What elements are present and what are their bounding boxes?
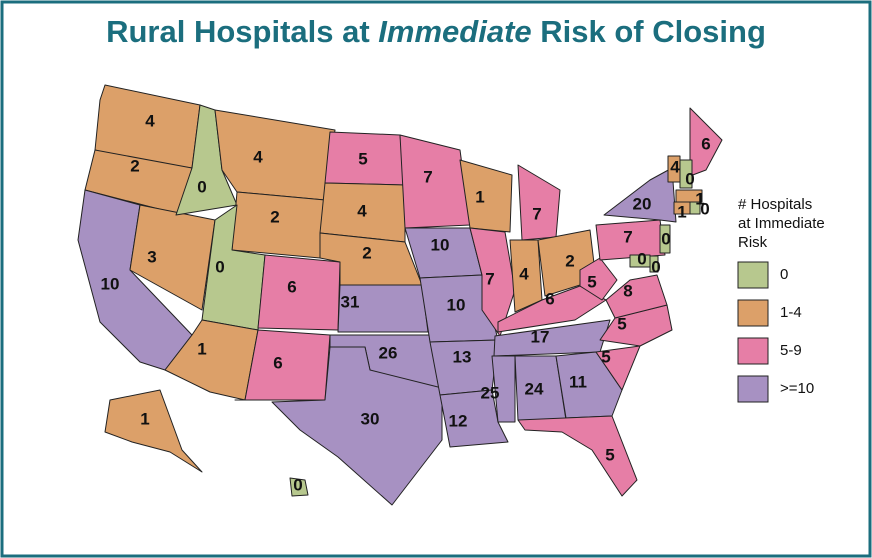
- legend-title: Risk: [738, 234, 768, 251]
- region-value: 1: [475, 187, 484, 206]
- region: [257, 254, 341, 331]
- title: Rural Hospitals at Immediate Risk of Clo…: [106, 14, 766, 49]
- legend: # Hospitals at Immediate Risk 0 1-4 5-9 >=10: [737, 196, 825, 403]
- region-value: 17: [531, 327, 550, 346]
- region-value: 1: [695, 189, 704, 208]
- legend-swatch: [737, 299, 769, 327]
- region-value: 10: [101, 274, 120, 293]
- legend-title: at Immediate: [738, 215, 825, 232]
- region-value: 8: [623, 281, 632, 300]
- region-value: 6: [545, 289, 554, 308]
- region: [234, 329, 331, 401]
- region-value: 0: [661, 229, 670, 248]
- region: [629, 254, 651, 268]
- legend-label: 5-9: [780, 342, 802, 359]
- region: [104, 389, 203, 473]
- region-value: 0: [637, 249, 646, 268]
- region-value: 7: [423, 167, 432, 186]
- region-value: 0: [215, 257, 224, 276]
- region-value: 24: [525, 379, 544, 398]
- region-value: 7: [623, 227, 632, 246]
- region-value: 5: [617, 314, 626, 333]
- region-value: 4: [145, 111, 155, 130]
- title-part: Immediate: [378, 14, 531, 49]
- legend-label: 0: [780, 266, 788, 283]
- region-value: 10: [447, 295, 466, 314]
- region-value: 5: [605, 445, 614, 464]
- title-part: Risk of Closing: [532, 14, 766, 49]
- region-value: 13: [453, 347, 472, 366]
- region-value: 5: [587, 272, 596, 291]
- region-value: 5: [601, 347, 610, 366]
- region-value: 4: [357, 201, 367, 220]
- region-value: 6: [287, 277, 296, 296]
- legend-swatch: [737, 337, 769, 365]
- region: [289, 477, 309, 497]
- region-value: 0: [651, 257, 660, 276]
- region-value: 6: [273, 353, 282, 372]
- region-value: 0: [293, 475, 302, 494]
- region: [439, 389, 509, 448]
- region-value: 6: [701, 134, 710, 153]
- region: [603, 167, 677, 223]
- region: [679, 159, 693, 189]
- region-value: 0: [700, 199, 709, 218]
- region-value: 25: [481, 383, 500, 402]
- region: [689, 107, 723, 177]
- region-value: 2: [130, 156, 139, 175]
- region: [459, 159, 513, 233]
- legend-swatch: [737, 375, 769, 403]
- region-value: 26: [379, 343, 398, 362]
- region: [599, 304, 673, 347]
- legend-title: # Hospitals: [738, 196, 812, 213]
- region: [555, 351, 623, 419]
- region: [675, 189, 703, 203]
- legend-label: >=10: [780, 380, 814, 397]
- region-value: 4: [519, 264, 529, 283]
- region: [491, 355, 516, 423]
- region-value: 0: [197, 177, 206, 196]
- region-value: 5: [358, 149, 367, 168]
- region: [517, 415, 638, 497]
- region-value: 4: [253, 147, 263, 166]
- region-value: 1: [140, 409, 149, 428]
- title-part: Rural Hospitals at: [106, 14, 378, 49]
- region: [129, 204, 216, 311]
- region-value: 2: [270, 207, 279, 226]
- region-value: 20: [633, 194, 652, 213]
- region-value: 10: [431, 235, 450, 254]
- region-value: 11: [569, 372, 587, 391]
- region-value: 31: [341, 292, 360, 311]
- region-value: 0: [685, 169, 694, 188]
- region-value: 2: [565, 251, 574, 270]
- region: [595, 345, 641, 391]
- region: [579, 257, 618, 301]
- region-value: 2: [362, 243, 371, 262]
- region: [689, 201, 701, 215]
- legend-swatch: [737, 261, 769, 289]
- region-value: 7: [532, 204, 541, 223]
- region-value: 1: [677, 202, 686, 221]
- region-value: 1: [197, 339, 206, 358]
- region: [659, 224, 671, 254]
- region-value: 12: [449, 411, 468, 430]
- region-value: 30: [361, 409, 380, 428]
- region-value: 3: [147, 247, 156, 266]
- region: [605, 274, 668, 319]
- map: 4210304201665423126307101013121774261725…: [77, 84, 723, 506]
- region-value: 4: [670, 157, 680, 176]
- region-value: 7: [485, 269, 494, 288]
- legend-label: 1-4: [780, 304, 802, 321]
- region: [271, 346, 443, 506]
- region: [595, 219, 666, 261]
